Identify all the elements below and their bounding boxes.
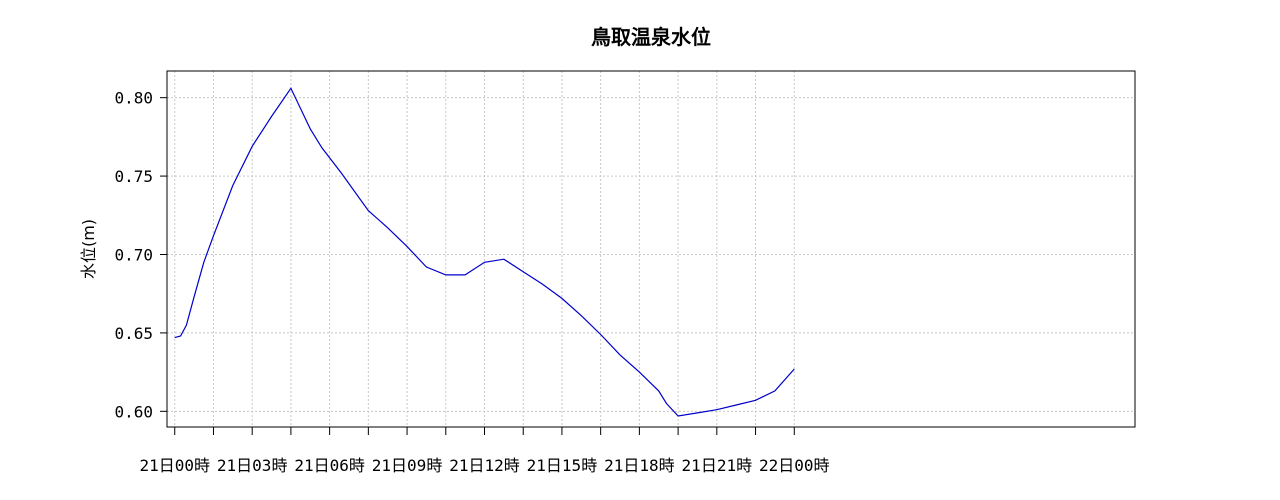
y-tick-label: 0.65	[114, 324, 153, 343]
x-tick-label: 21日03時	[217, 456, 288, 475]
x-axis: 21日00時 21日03時 21日06時 21日09時 21日12時 21日15時 21日1…	[139, 427, 830, 475]
y-tick-label: 0.70	[114, 245, 153, 264]
series-layer	[174, 87, 795, 417]
x-tick-label: 21日15時	[527, 456, 598, 475]
x-tick-label: 21日06時	[294, 456, 365, 475]
x-tick-label: 21日18時	[604, 456, 675, 475]
x-tick-label: 21日12時	[449, 456, 520, 475]
plot-frame	[166, 70, 1136, 428]
x-tick-label: 21日00時	[139, 456, 210, 475]
y-tick-label: 0.60	[114, 402, 153, 421]
y-tick-label: 0.75	[114, 167, 153, 186]
y-axis-label: 水位(m)	[79, 219, 98, 279]
y-axis: 0.60 0.65 0.70 0.75 0.80	[114, 89, 167, 421]
x-tick-label: 22日00時	[759, 456, 830, 475]
chart-title: 鳥取温泉水位	[591, 25, 711, 49]
y-tick-label: 0.80	[114, 89, 153, 108]
x-tick-label: 21日21時	[682, 456, 753, 475]
water-level-series-line	[174, 87, 795, 417]
x-tick-label: 21日09時	[372, 456, 443, 475]
grid	[167, 71, 1135, 427]
